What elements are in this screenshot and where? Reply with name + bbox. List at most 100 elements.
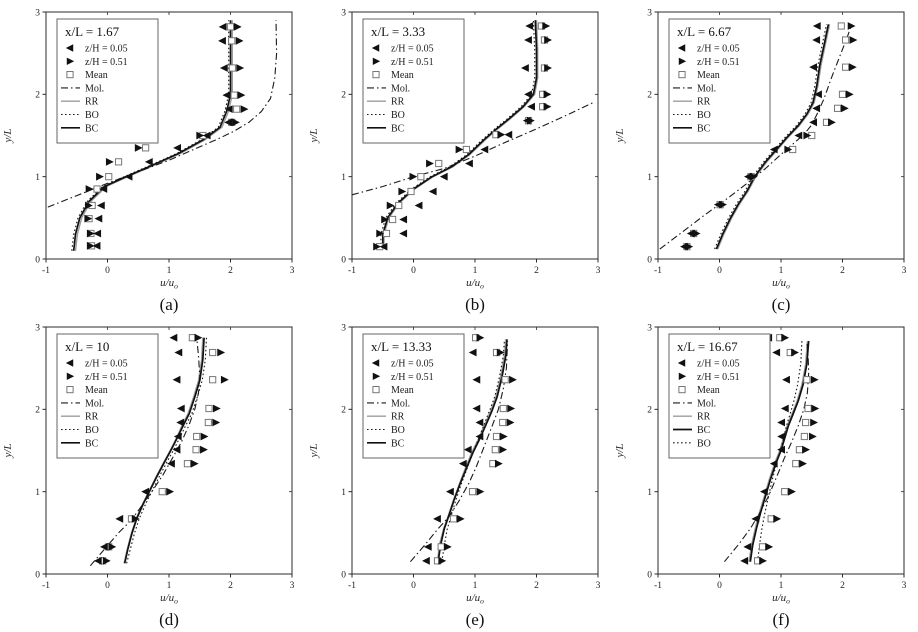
square-marker: [792, 460, 800, 468]
legend-label: BC: [85, 438, 99, 449]
legend-label: Mean: [391, 385, 414, 396]
x-axis-label: u/uo: [160, 277, 178, 291]
left-triangle-marker: [144, 157, 153, 166]
right-triangle-marker: [496, 348, 505, 357]
left-triangle-marker: [744, 172, 752, 181]
right-triangle-marker: [791, 348, 799, 357]
left-triangle-marker: [218, 36, 226, 45]
right-triangle-marker: [455, 145, 464, 154]
y-tick-label: 1: [35, 488, 40, 498]
square-marker: [841, 63, 850, 71]
square-marker: [192, 446, 200, 454]
right-triangle-marker: [426, 159, 434, 168]
left-triangle-marker: [740, 556, 749, 565]
left-triangle-marker: [777, 418, 786, 427]
square-marker: [499, 404, 507, 413]
right-triangle-marker: [409, 172, 418, 181]
square-marker: [228, 37, 236, 45]
right-triangle-marker: [85, 185, 94, 193]
legend-label: Mol.: [391, 398, 410, 409]
square-marker: [93, 185, 101, 193]
right-triangle-marker: [381, 215, 389, 224]
square-marker: [382, 229, 391, 238]
x-tick-label: 0: [105, 266, 110, 276]
left-triangle-marker: [782, 375, 790, 384]
square-marker: [492, 432, 501, 441]
panel-f: -1 0 1 2 3 0 1 2 3 u/uo y/L x/L = 16.67 z/H = 0.05 z/…: [612, 317, 918, 632]
x-tick-label: -1: [654, 266, 662, 276]
square-marker: [841, 36, 850, 44]
right-triangle-marker: [544, 64, 552, 72]
legend-label: RR: [85, 97, 99, 108]
legend-label: BO: [85, 425, 99, 436]
right-triangle-marker: [749, 172, 758, 181]
model-line-BO: [380, 20, 536, 249]
right-triangle-marker: [476, 333, 485, 342]
x-tick-label: 0: [717, 581, 722, 591]
left-triangle-marker: [219, 64, 228, 72]
model-line-RR: [383, 20, 539, 249]
left-triangle-marker: [809, 63, 817, 72]
right-triangle-marker: [85, 201, 93, 210]
square-marker: [205, 404, 213, 413]
panel-caption-d: (d): [159, 610, 179, 629]
y-tick-label: 1: [35, 173, 40, 183]
right-triangle-marker: [808, 432, 817, 441]
legend-box: [56, 333, 159, 459]
right-triangle-marker: [799, 459, 807, 468]
left-triangle-marker: [472, 375, 481, 384]
x-tick-label: 1: [167, 581, 172, 591]
square-marker: [105, 173, 113, 181]
legend-label: z/H = 0.51: [697, 57, 740, 68]
right-triangle-marker: [372, 372, 381, 381]
right-triangle-marker: [66, 372, 75, 381]
legend-label: Mean: [697, 70, 720, 81]
model-line-Mol: [351, 102, 594, 196]
right-triangle-marker: [235, 36, 244, 45]
square-marker: [501, 376, 509, 384]
left-triangle-marker: [463, 445, 472, 454]
legend-label: BO: [391, 425, 405, 436]
left-triangle-marker: [814, 90, 822, 99]
left-triangle-marker: [465, 159, 473, 168]
x-tick-label: 0: [411, 266, 416, 276]
left-triangle-marker: [399, 229, 408, 238]
square-marker: [795, 446, 804, 454]
square-marker: [678, 386, 686, 394]
x-tick-label: 3: [902, 581, 907, 591]
x-axis-label: u/uo: [466, 277, 484, 291]
legend-label: z/H = 0.05: [85, 359, 128, 370]
panel-caption-a: (a): [159, 295, 179, 314]
left-triangle-marker: [124, 172, 133, 181]
x-tick-label: 1: [167, 266, 172, 276]
model-line-Mol: [659, 24, 853, 250]
legend-box: [668, 333, 771, 459]
legend-label: BC: [697, 123, 711, 134]
square-marker: [802, 418, 810, 427]
panel-c: -1 0 1 2 3 0 1 2 3 u/uo y/L x/L = 6.67 z/H = 0.05 z/H…: [612, 2, 918, 317]
x-tick-label: -1: [42, 581, 50, 591]
legend-label: RR: [697, 97, 711, 108]
left-triangle-marker: [686, 229, 695, 238]
square-marker: [678, 71, 686, 79]
y-tick-label: 2: [35, 91, 40, 101]
x-tick-label: 2: [228, 581, 233, 591]
left-triangle-marker: [422, 556, 430, 565]
x-axis-label: u/uo: [772, 277, 790, 291]
right-triangle-marker: [438, 556, 447, 565]
left-triangle-marker: [812, 104, 821, 113]
right-triangle-marker: [765, 542, 774, 551]
legend-label: z/H = 0.05: [697, 44, 740, 55]
panel-caption-b: (b): [465, 295, 485, 314]
right-triangle-marker: [237, 91, 246, 100]
legend-title: x/L = 6.67: [677, 24, 732, 39]
x-axis-label: u/uo: [772, 592, 790, 606]
right-triangle-marker: [96, 172, 104, 181]
square-marker: [800, 432, 808, 441]
left-triangle-marker: [677, 359, 686, 367]
right-triangle-marker: [507, 404, 516, 413]
x-tick-label: 1: [473, 581, 478, 591]
left-triangle-marker: [458, 459, 467, 468]
legend-label: BC: [85, 123, 99, 134]
